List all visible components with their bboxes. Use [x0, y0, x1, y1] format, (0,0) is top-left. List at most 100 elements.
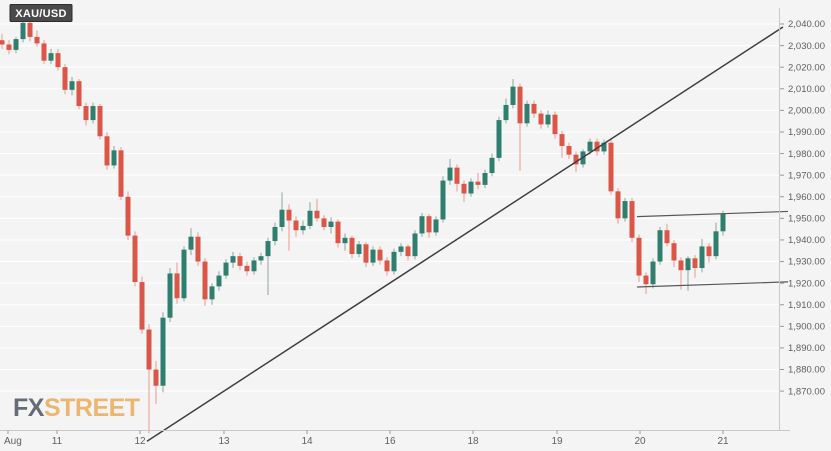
candle-body-up [524, 103, 530, 124]
candle-body-down [237, 256, 243, 266]
candle-body-up [622, 201, 628, 219]
candle-body-down [454, 167, 460, 184]
candle-body-up [482, 172, 488, 185]
trendline [146, 26, 784, 442]
candle-body-up [503, 104, 509, 121]
candle-body-down [104, 136, 110, 166]
candle-body-up [685, 258, 691, 271]
candle-body-up [510, 86, 516, 105]
channel-top-line [636, 210, 789, 218]
candle-body-down [6, 44, 12, 50]
candle-body-down [538, 113, 544, 125]
candle-body-up [356, 244, 362, 254]
candle-body-down [202, 261, 208, 300]
candle-body-down [0, 40, 5, 45]
gridlines-layer [0, 23, 779, 392]
candle-body-up [328, 221, 334, 227]
candle-body-up [160, 317, 166, 386]
candle-body-down [559, 134, 565, 147]
y-axis-label: 1,870.00 [788, 386, 825, 397]
candle-body-up [188, 236, 194, 250]
candle-body-down [552, 114, 558, 135]
candle-body-down [174, 273, 180, 299]
candle-body-down [384, 260, 390, 272]
axes-layer [0, 8, 790, 434]
candle-body-up [489, 157, 495, 173]
candle-body-up [391, 251, 397, 272]
candle-body-down [118, 150, 124, 197]
x-axis-label: 20 [634, 436, 646, 447]
y-axis-label: 1,950.00 [788, 214, 825, 225]
y-axis-label: 1,990.00 [788, 127, 825, 138]
y-axis-label: 1,890.00 [788, 343, 825, 354]
candle-body-down [461, 183, 467, 194]
candle-body-up [279, 209, 285, 227]
candle-body-down [321, 218, 327, 227]
candle-body-down [566, 146, 572, 155]
candle-body-up [223, 262, 229, 276]
candle-body-down [195, 236, 201, 262]
candle-body-down [517, 86, 523, 124]
candle-body-up [447, 167, 453, 181]
candle-body-down [643, 275, 649, 285]
x-axis-label: 11 [52, 436, 63, 447]
candle-body-up [90, 106, 96, 121]
y-axis-label: 2,030.00 [788, 41, 825, 52]
candle-body-down [636, 237, 642, 276]
x-axis-label: 19 [551, 436, 563, 447]
y-axis-label: 1,880.00 [788, 365, 825, 376]
candle-body-down [671, 243, 677, 261]
y-axis-label: 1,930.00 [788, 257, 825, 268]
candles-layer [0, 6, 726, 434]
candle-body-up [13, 39, 19, 50]
fxstreet-logo-street: STREET [44, 394, 140, 422]
candle-body-up [657, 230, 663, 262]
trendlines-layer [146, 26, 789, 442]
candle-body-up [440, 180, 446, 220]
y-axis-label: 1,970.00 [788, 170, 825, 181]
candle-body-up [601, 142, 607, 152]
candle-body-down [426, 216, 432, 233]
candle-body-up [545, 114, 551, 125]
candle-body-down [692, 258, 698, 269]
y-axis-label: 2,040.00 [788, 19, 825, 30]
candle-body-up [48, 53, 54, 61]
candle-body-up [720, 214, 726, 232]
candle-body-up [216, 275, 222, 287]
x-axis-label: 18 [467, 436, 479, 447]
fxstreet-logo: FXSTREET [13, 394, 140, 422]
candle-body-down [608, 142, 614, 192]
candle-body-up [496, 120, 502, 158]
candle-body-down [335, 221, 341, 244]
candle-body-up [272, 226, 278, 242]
candle-body-down [27, 22, 33, 37]
candle-body-up [419, 216, 425, 234]
candle-body-down [377, 249, 383, 261]
x-axis-label: Aug [4, 436, 22, 447]
candle-body-down [125, 196, 131, 236]
candle-body-down [573, 154, 579, 165]
candle-body-up [370, 249, 376, 263]
candle-body-up [307, 210, 313, 226]
x-axis-label: 21 [717, 436, 729, 447]
y-axis-label: 1,960.00 [788, 192, 825, 203]
candle-body-down [706, 246, 712, 257]
candle-body-down [153, 369, 159, 386]
candle-body-down [132, 235, 138, 283]
candle-body-down [664, 230, 670, 244]
candle-body-up [167, 273, 173, 318]
candle-body-down [678, 260, 684, 271]
y-axis-label: 1,940.00 [788, 235, 825, 246]
candle-body-down [41, 43, 47, 61]
candle-body-down [405, 246, 411, 257]
candle-body-up [111, 150, 117, 166]
y-axis-label: 1,900.00 [788, 322, 825, 333]
x-axis-label: 13 [218, 436, 230, 447]
candle-body-up [69, 81, 75, 90]
candle-body-down [83, 106, 89, 121]
instrument-badge-label: XAU/USD [15, 8, 67, 20]
candle-body-up [398, 246, 404, 252]
candle-body-up [713, 231, 719, 257]
candle-body-up [468, 181, 474, 194]
